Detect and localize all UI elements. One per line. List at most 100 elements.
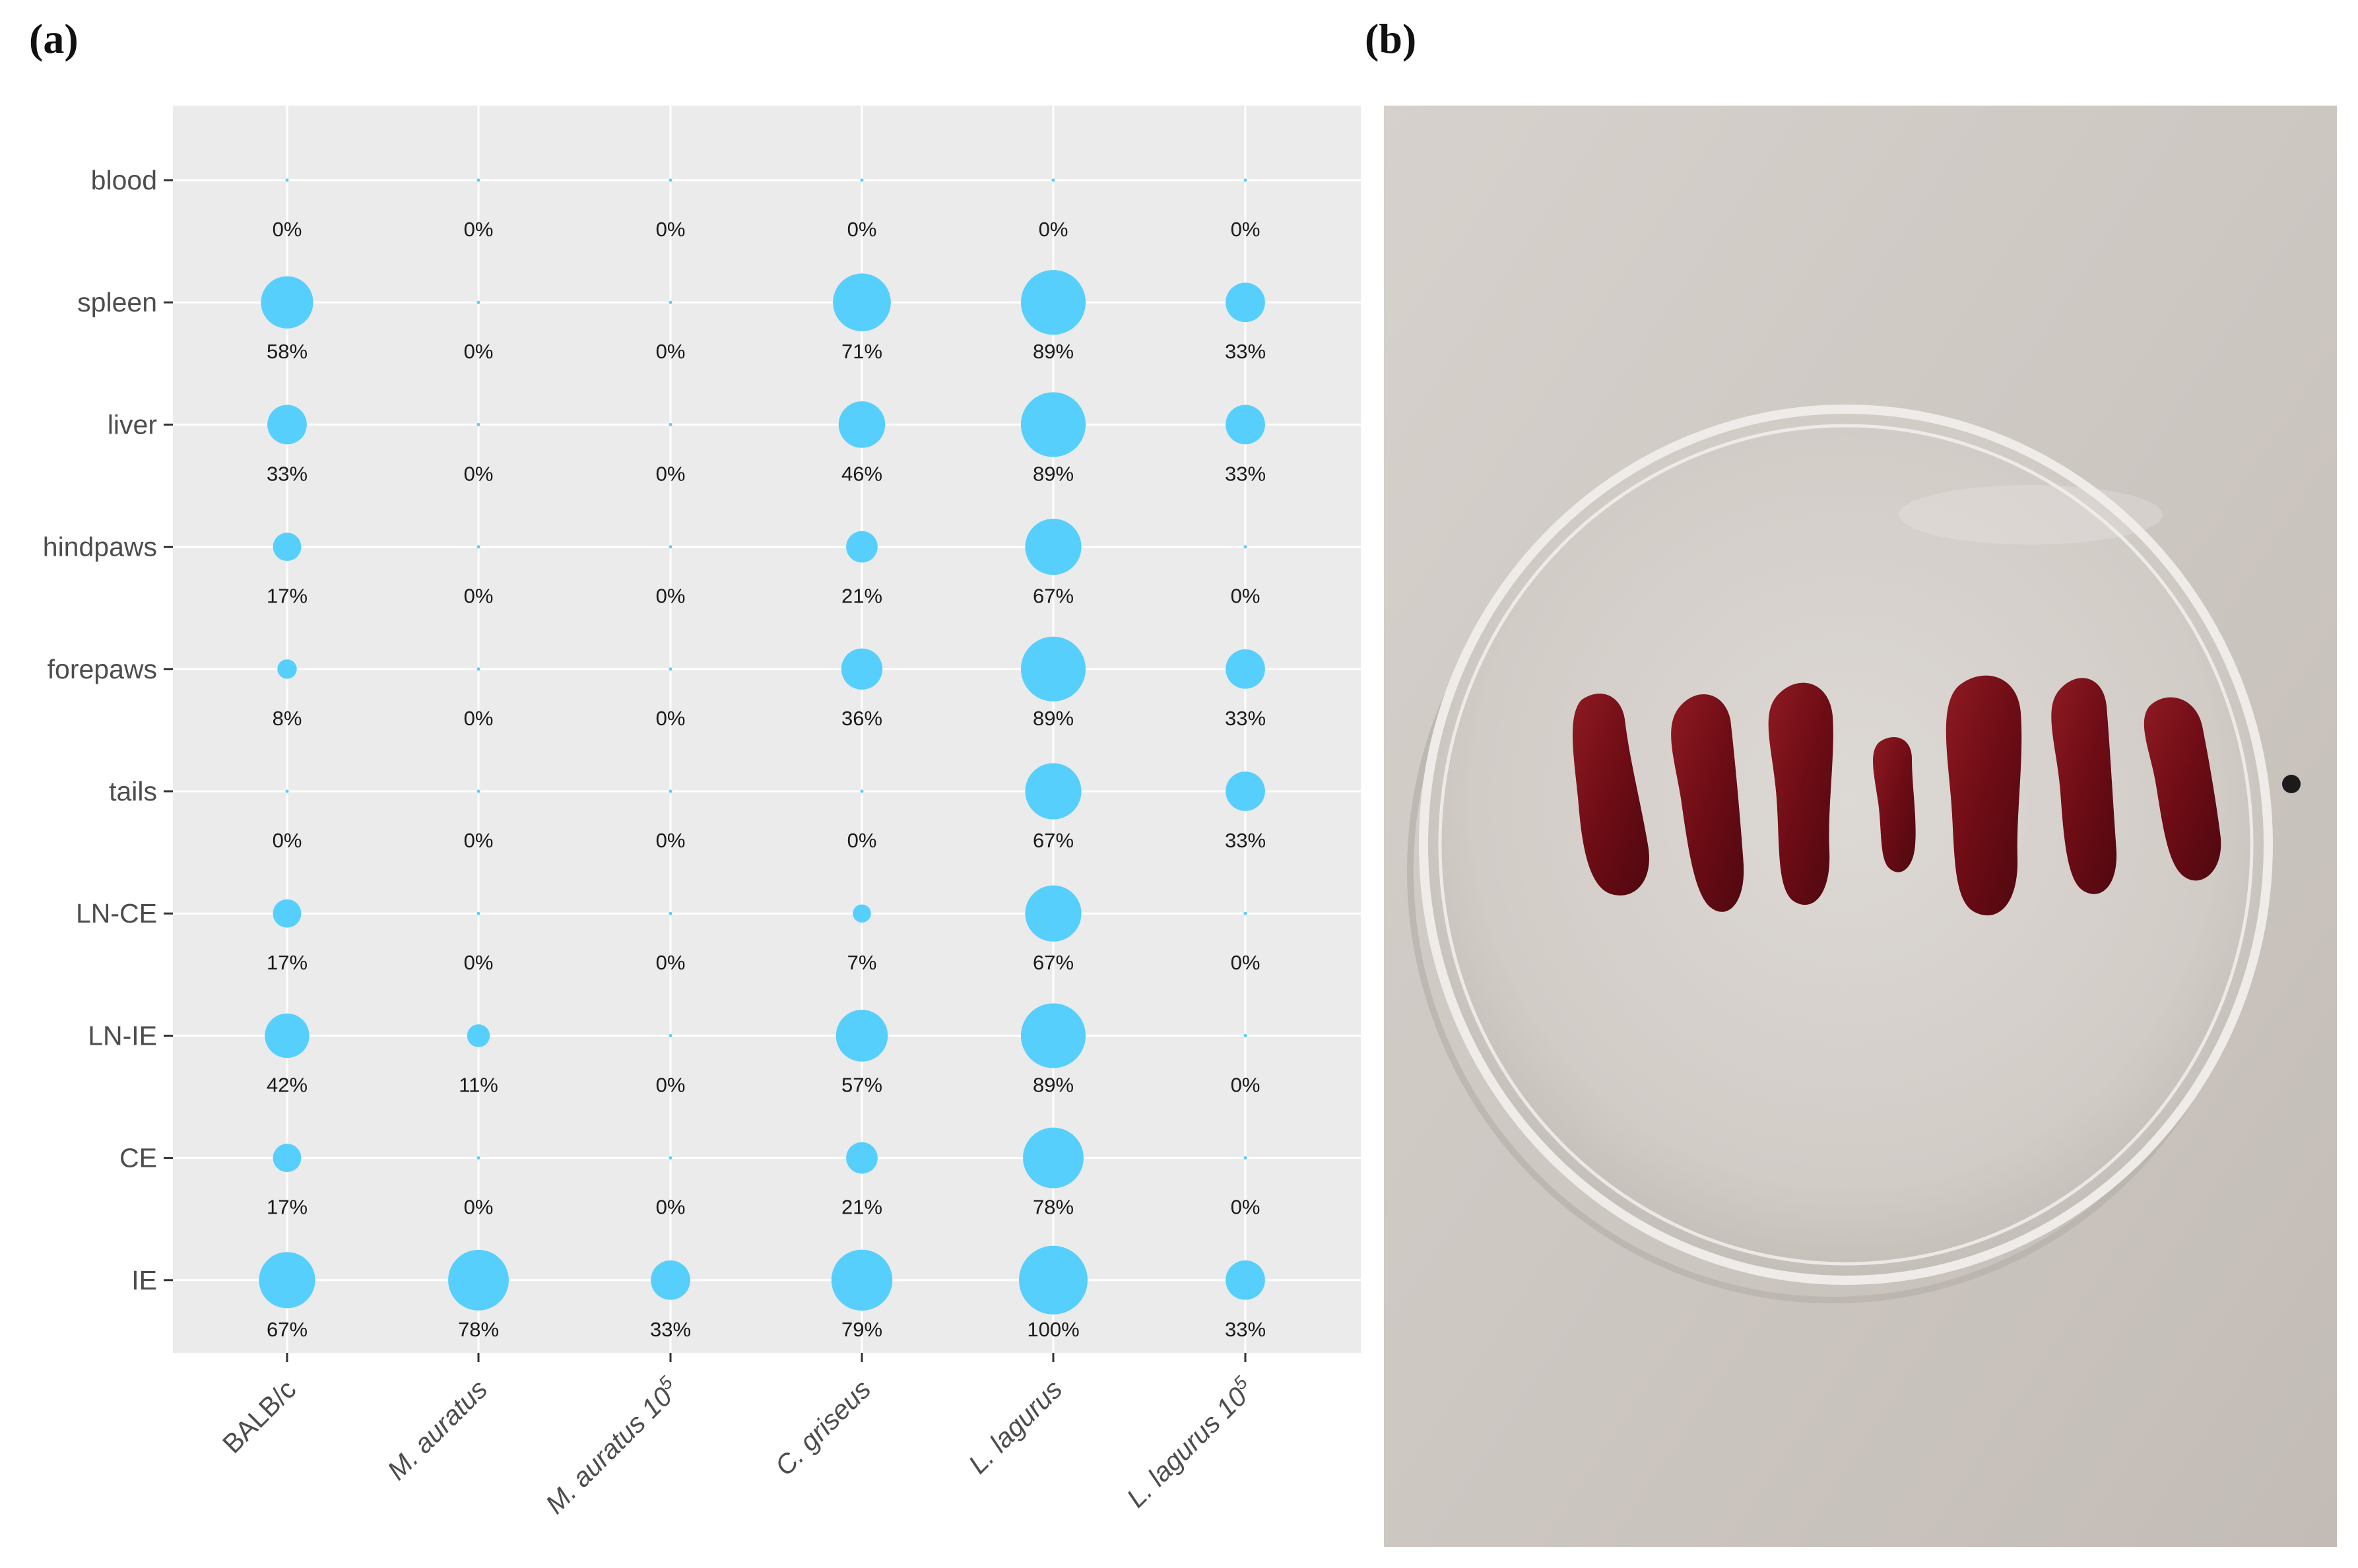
bubble-forepaws-2 — [669, 667, 672, 671]
bubble-liver-0 — [267, 405, 307, 445]
value-label: 67% — [267, 1318, 308, 1341]
bubble-spleen-0 — [261, 276, 313, 329]
value-label: 0% — [464, 1196, 494, 1219]
bubble-forepaws-3 — [841, 648, 883, 690]
bubble-ie-5 — [1226, 1260, 1265, 1300]
panel-label-b: (b) — [1365, 15, 1417, 62]
value-label: 78% — [1033, 1196, 1074, 1219]
value-label: 17% — [267, 585, 308, 608]
dish-glare — [1899, 485, 2163, 544]
value-label: 0% — [464, 340, 494, 363]
value-label: 21% — [841, 585, 882, 608]
value-label: 17% — [267, 951, 308, 974]
bubble-blood-5 — [1243, 178, 1247, 182]
chart-value-labels: 0% 0% 0% 0% 0% 0% 58% 0% 0% 71% 89% 33% 33% 0% 0% 46% 89… — [267, 218, 1266, 1341]
bubble-ln-ce-1 — [476, 911, 480, 915]
value-label: 0% — [464, 951, 494, 974]
bubble-tails-3 — [860, 789, 864, 793]
value-label: 67% — [1033, 951, 1074, 974]
value-label: 0% — [656, 951, 686, 974]
value-label: 0% — [656, 340, 686, 363]
value-label: 21% — [841, 1196, 882, 1219]
bubble-ce-5 — [1243, 1156, 1247, 1160]
spleen-sample — [1572, 694, 1649, 896]
bubble-ce-4 — [1023, 1127, 1084, 1189]
x-tick-label: M. auratus 105 — [538, 1372, 686, 1520]
y-axis: blood spleen liver hindpaws forepaws tails LN-… — [43, 165, 173, 1295]
bubble-tails-1 — [476, 789, 480, 793]
value-label: 89% — [1033, 707, 1074, 730]
y-tick-label: IE — [131, 1265, 157, 1295]
value-label: 33% — [1225, 340, 1266, 363]
bubble-ce-3 — [846, 1142, 878, 1174]
value-label: 0% — [464, 707, 494, 730]
bubble-blood-3 — [860, 178, 864, 182]
value-label: 57% — [841, 1073, 882, 1096]
marker-dot — [2282, 775, 2301, 793]
value-label: 79% — [841, 1318, 882, 1341]
value-label: 0% — [847, 218, 877, 241]
bubble-ie-0 — [259, 1252, 315, 1309]
bubble-ce-1 — [476, 1156, 480, 1160]
bubble-chart: 0% 0% 0% 0% 0% 0% 58% 0% 0% 71% 89% 33% 33% 0% 0% 46% 89… — [43, 106, 1361, 1520]
y-tick-label: blood — [91, 165, 157, 195]
value-label: 0% — [1039, 218, 1068, 241]
value-label: 0% — [847, 829, 877, 852]
y-tick-label: liver — [108, 409, 157, 440]
bubble-ln-ce-4 — [1025, 885, 1082, 942]
value-label: 0% — [656, 829, 686, 852]
x-tick-label: BALB/c — [216, 1374, 302, 1459]
bubble-forepaws-5 — [1226, 649, 1265, 689]
value-label: 33% — [1225, 829, 1266, 852]
bubble-hindpaws-4 — [1025, 519, 1082, 575]
value-label: 7% — [847, 951, 877, 974]
bubble-hindpaws-2 — [669, 545, 672, 549]
bubble-ln-ce-5 — [1243, 911, 1247, 915]
y-tick-label: tails — [109, 776, 157, 806]
bubble-liver-5 — [1226, 405, 1265, 445]
petri-dish — [1419, 405, 2273, 1285]
bubble-liver-2 — [669, 422, 672, 426]
bubble-hindpaws-0 — [273, 533, 302, 562]
bubble-hindpaws-5 — [1243, 545, 1247, 549]
value-label: 0% — [656, 218, 686, 241]
plot-background — [173, 106, 1361, 1353]
value-label: 0% — [464, 462, 494, 485]
value-label: 0% — [1231, 1073, 1261, 1096]
bubble-hindpaws-1 — [476, 545, 480, 549]
bubble-ce-0 — [273, 1144, 302, 1173]
value-label: 0% — [1231, 1196, 1261, 1219]
value-label: 67% — [1033, 829, 1074, 852]
bubble-tails-0 — [285, 789, 289, 793]
bubble-blood-0 — [285, 178, 289, 182]
value-label: 42% — [267, 1073, 308, 1096]
value-label: 89% — [1033, 462, 1074, 485]
bubble-ln-ie-5 — [1243, 1033, 1247, 1037]
chart-bubbles — [259, 178, 1265, 1315]
x-tick-label: M. auratus — [381, 1374, 493, 1486]
bubble-ln-ce-0 — [273, 899, 302, 928]
spleen-sample — [1768, 682, 1833, 905]
value-label: 33% — [1225, 707, 1266, 730]
bubble-ln-ie-2 — [669, 1033, 672, 1037]
value-label: 0% — [656, 707, 686, 730]
value-label: 58% — [267, 340, 308, 363]
value-label: 46% — [841, 462, 882, 485]
value-label: 89% — [1033, 340, 1074, 363]
spleen-sample — [2144, 697, 2221, 881]
spleen-sample — [1873, 737, 1916, 872]
bubble-hindpaws-3 — [846, 531, 878, 563]
bubble-blood-2 — [669, 178, 672, 182]
value-label: 11% — [459, 1073, 498, 1096]
spleen-sample — [1946, 675, 2022, 916]
petri-dish-inner-rim — [1438, 424, 2254, 1266]
bubble-ln-ie-0 — [265, 1013, 310, 1059]
value-label: 33% — [1225, 462, 1266, 485]
value-label: 0% — [1231, 218, 1261, 241]
bubble-ln-ce-3 — [853, 904, 871, 923]
value-label: 89% — [1033, 1073, 1074, 1096]
value-label: 0% — [1231, 585, 1261, 608]
bubble-spleen-1 — [476, 300, 480, 304]
chart-panel — [173, 106, 1361, 1353]
x-tick-label: L. lagurus — [963, 1374, 1068, 1480]
